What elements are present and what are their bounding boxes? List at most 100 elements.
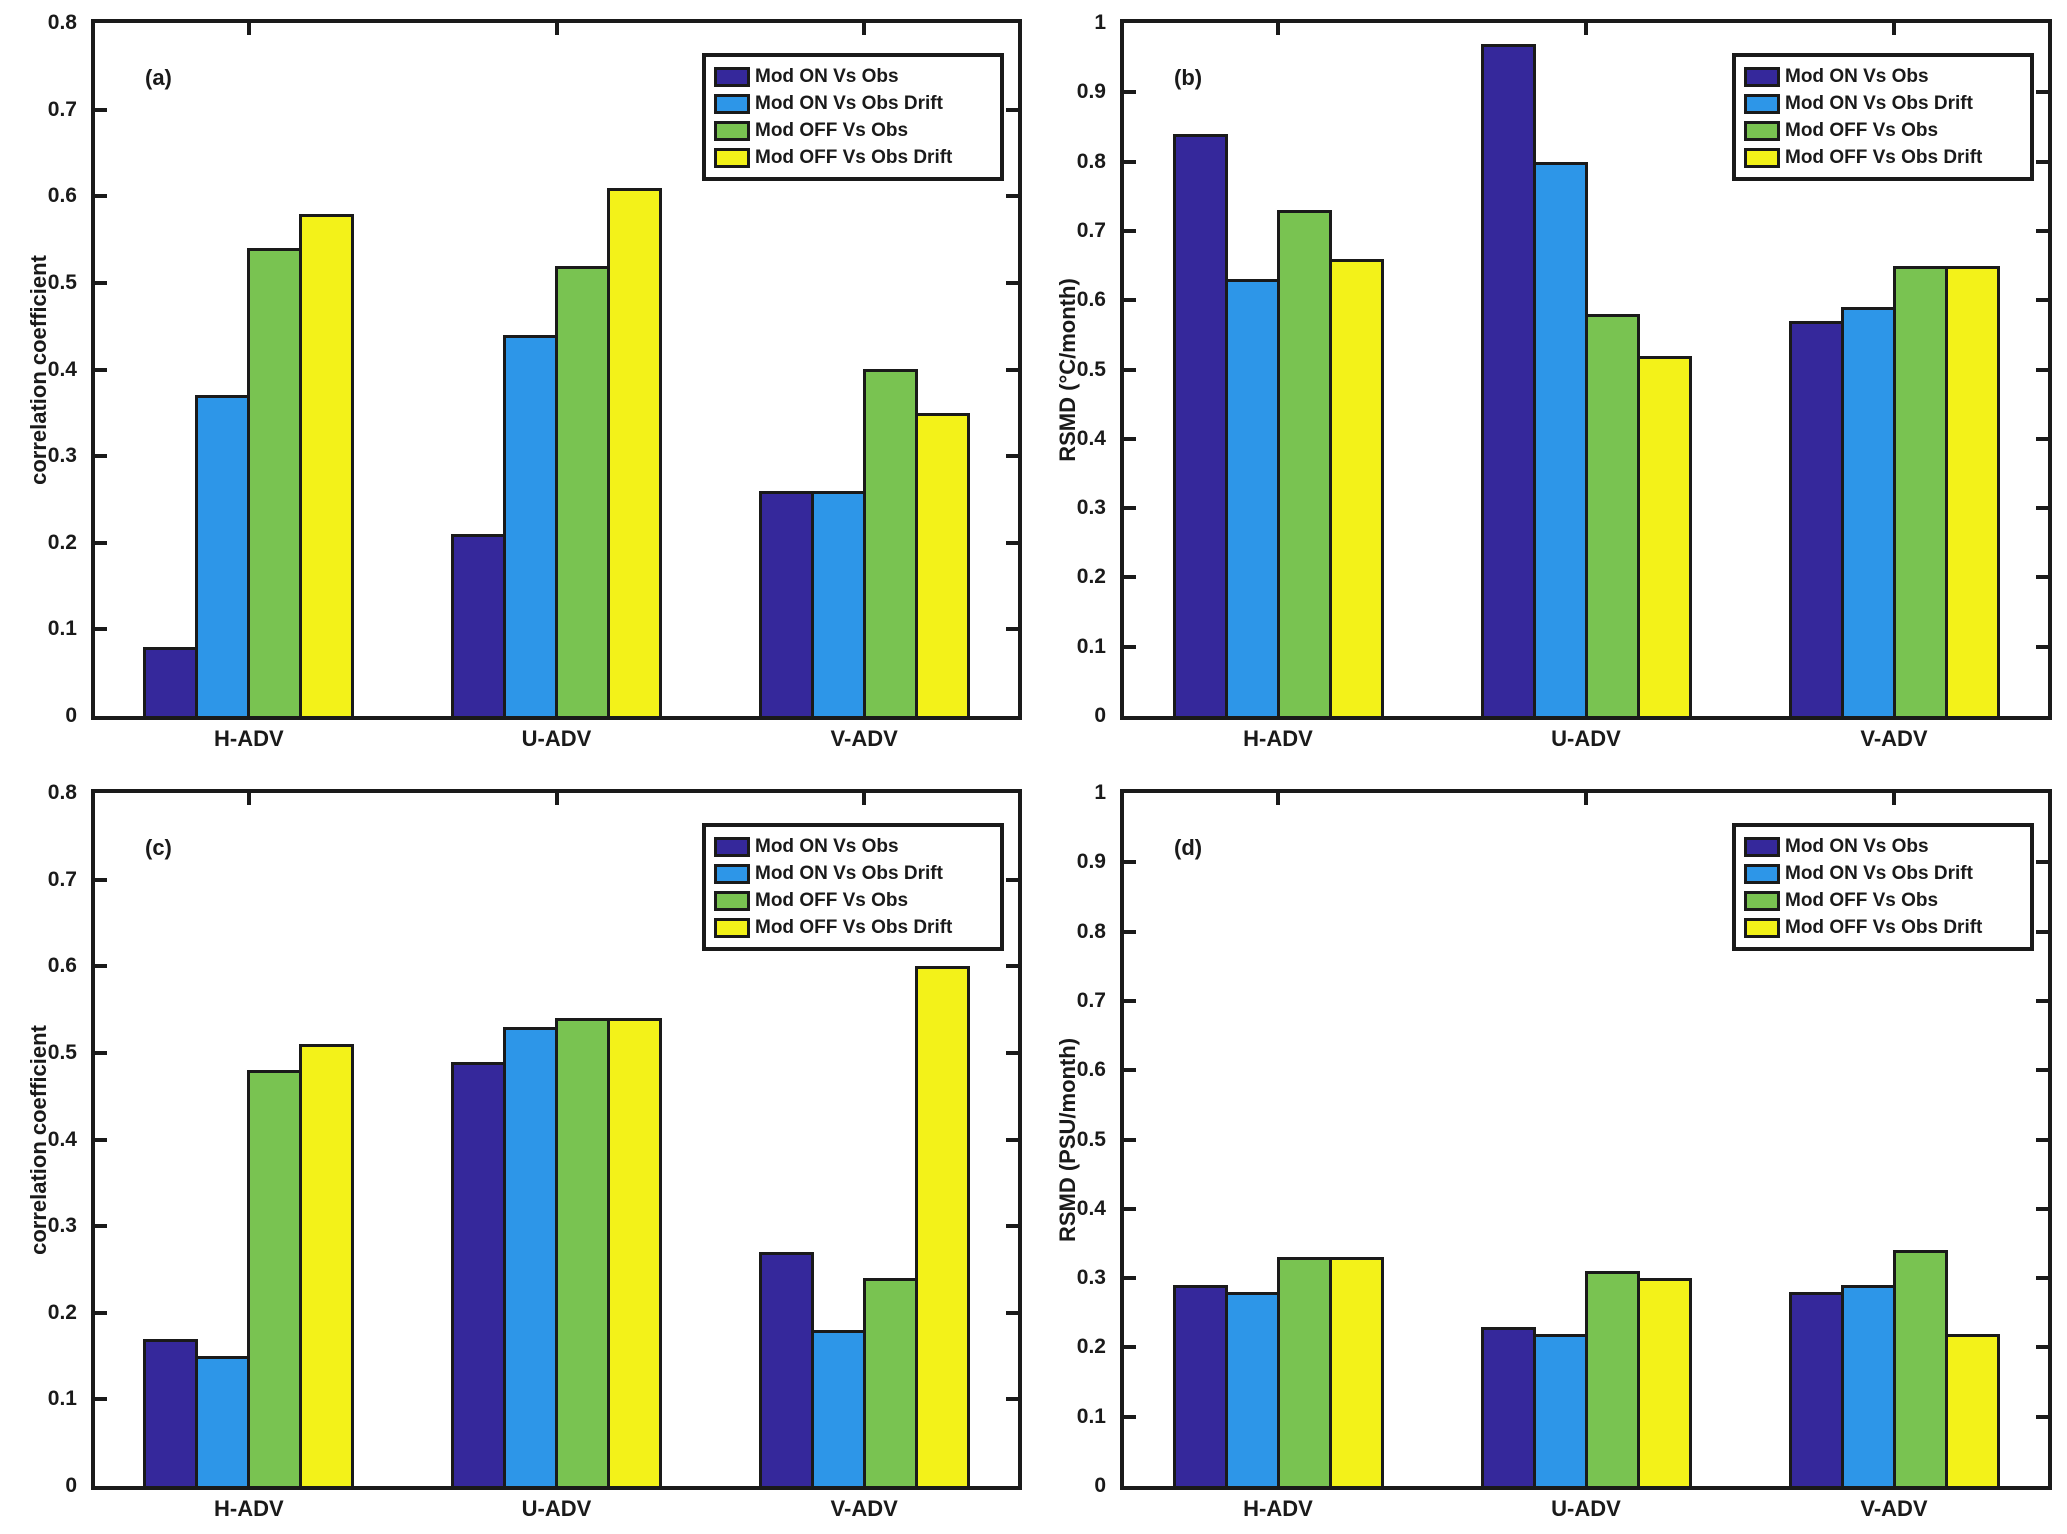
panel-letter: (a) <box>145 65 172 90</box>
bar-mod-off-vs-obs-u-adv <box>1585 314 1640 716</box>
y-tick-mark <box>95 1224 107 1229</box>
y-tick-label: 1 <box>1094 781 1106 804</box>
y-tick-label: 0.8 <box>1076 149 1106 173</box>
y-tick-label: 0.7 <box>47 867 77 891</box>
legend-label: Mod OFF Vs Obs <box>755 889 909 911</box>
x-tick-mark-top <box>862 793 867 805</box>
bar-mod-off-vs-obs-drift-h-adv <box>299 214 354 716</box>
y-tick-mark <box>2036 1414 2048 1419</box>
y-tick-label: 0.9 <box>1076 850 1106 874</box>
legend-label: Mod ON Vs Obs Drift <box>1785 862 1973 884</box>
y-tick-label: 0.2 <box>1076 1335 1106 1359</box>
bar-mod-on-vs-obs-u-adv <box>1481 1327 1536 1486</box>
legend-label: Mod ON Vs Obs <box>755 65 899 87</box>
bar-mod-on-vs-obs-v-adv <box>759 1252 814 1486</box>
y-tick-mark <box>1006 1050 1018 1055</box>
legend-row: Mod ON Vs Obs <box>1744 63 2022 90</box>
category-label: U-ADV <box>1551 726 1621 751</box>
y-tick-label: 0.7 <box>1076 988 1106 1012</box>
plot-area-b: (b) Mod ON Vs Obs Mod ON Vs Obs Drift Mod O… <box>1120 19 2052 720</box>
bar-mod-off-vs-obs-h-adv <box>1277 1257 1332 1486</box>
y-tick-mark <box>1124 1345 1136 1350</box>
plot-area-c: (c) Mod ON Vs Obs Mod ON Vs Obs Drift Mod O… <box>91 789 1022 1490</box>
y-tick-label: 0.5 <box>1076 357 1106 381</box>
y-tick-mark <box>95 454 107 459</box>
x-tick-mark-top <box>862 23 867 35</box>
y-tick-mark <box>1124 1414 1136 1419</box>
legend-swatch-mod-off-vs-obs <box>714 120 750 141</box>
legend-swatch-mod-off-vs-obs-drift <box>714 917 750 938</box>
y-tick-mark <box>1006 194 1018 199</box>
y-tick-label: 1 <box>1094 11 1106 34</box>
y-tick-mark <box>1006 107 1018 112</box>
bar-mod-off-vs-obs-drift-v-adv <box>915 966 970 1486</box>
bar-mod-off-vs-obs-h-adv <box>1277 210 1332 716</box>
legend: Mod ON Vs Obs Mod ON Vs Obs Drift Mod OFF … <box>702 53 1004 181</box>
y-tick-mark <box>2036 860 2048 865</box>
x-tick-mark-top <box>246 793 251 805</box>
legend-label: Mod OFF Vs Obs Drift <box>755 916 953 938</box>
y-tick-mark <box>1006 1397 1018 1402</box>
y-tick-mark <box>95 280 107 285</box>
y-tick-mark <box>1006 1310 1018 1315</box>
bar-mod-on-vs-obs-v-adv <box>1789 321 1844 716</box>
y-axis-label: correlation coefficient <box>26 1024 51 1255</box>
y-tick-label: 0.7 <box>1076 218 1106 242</box>
legend-label: Mod OFF Vs Obs Drift <box>1785 146 1983 168</box>
bar-mod-on-vs-obs-drift-u-adv <box>1533 1334 1588 1486</box>
y-tick-label: 0.3 <box>47 444 77 468</box>
bar-mod-off-vs-obs-drift-u-adv <box>607 1018 662 1486</box>
y-tick-mark <box>1124 1276 1136 1281</box>
y-tick-mark <box>1006 280 1018 285</box>
bar-mod-off-vs-obs-drift-v-adv <box>1945 266 2000 716</box>
bar-mod-off-vs-obs-drift-u-adv <box>607 188 662 716</box>
y-tick-mark <box>1124 90 1136 95</box>
y-tick-label: 0.5 <box>1076 1127 1106 1151</box>
y-tick-mark <box>95 540 107 545</box>
y-tick-mark <box>2036 159 2048 164</box>
legend-swatch-mod-off-vs-obs-drift <box>714 147 750 168</box>
legend-label: Mod OFF Vs Obs Drift <box>1785 916 1983 938</box>
legend-label: Mod OFF Vs Obs <box>755 119 909 141</box>
bar-mod-off-vs-obs-u-adv <box>555 1018 610 1486</box>
y-tick-label: 0.8 <box>47 11 77 34</box>
y-tick-mark <box>1124 644 1136 649</box>
y-tick-mark <box>2036 644 2048 649</box>
y-tick-label: 0.1 <box>1076 634 1106 658</box>
y-tick-mark <box>1124 1137 1136 1142</box>
legend-row: Mod OFF Vs Obs Drift <box>1744 144 2022 171</box>
y-tick-mark <box>1124 575 1136 580</box>
y-tick-label: 0.2 <box>1076 565 1106 589</box>
legend: Mod ON Vs Obs Mod ON Vs Obs Drift Mod OFF … <box>1732 53 2034 181</box>
bar-mod-on-vs-obs-drift-h-adv <box>195 395 250 716</box>
bar-mod-on-vs-obs-u-adv <box>451 534 506 716</box>
category-label: H-ADV <box>1243 1496 1313 1521</box>
bar-mod-off-vs-obs-v-adv <box>863 1278 918 1486</box>
y-tick-label: 0.3 <box>1076 1266 1106 1290</box>
bar-mod-off-vs-obs-drift-h-adv <box>1329 1257 1384 1486</box>
legend-row: Mod OFF Vs Obs <box>714 117 992 144</box>
y-tick-label: 0.2 <box>47 530 77 554</box>
y-tick-mark <box>2036 929 2048 934</box>
x-tick-mark-top <box>1892 23 1896 35</box>
y-tick-mark <box>2036 998 2048 1003</box>
y-tick-mark <box>95 194 107 199</box>
legend-label: Mod ON Vs Obs <box>1785 65 1929 87</box>
y-tick-mark <box>2036 1276 2048 1281</box>
y-tick-mark <box>2036 575 2048 580</box>
legend-label: Mod OFF Vs Obs Drift <box>755 146 953 168</box>
bar-mod-on-vs-obs-v-adv <box>1789 1292 1844 1486</box>
y-tick-label: 0.4 <box>1076 1196 1106 1220</box>
legend-row: Mod ON Vs Obs Drift <box>714 90 992 117</box>
x-tick-mark-top <box>1276 793 1280 805</box>
y-tick-mark <box>2036 298 2048 303</box>
legend-row: Mod OFF Vs Obs Drift <box>714 914 992 941</box>
y-tick-mark <box>1124 436 1136 441</box>
bar-mod-on-vs-obs-drift-v-adv <box>1841 307 1896 716</box>
y-tick-mark <box>1124 929 1136 934</box>
panel-letter: (b) <box>1174 65 1203 90</box>
legend-swatch-mod-on-vs-obs-drift <box>1744 863 1780 884</box>
bar-mod-off-vs-obs-u-adv <box>555 266 610 716</box>
legend-label: Mod OFF Vs Obs <box>1785 119 1939 141</box>
